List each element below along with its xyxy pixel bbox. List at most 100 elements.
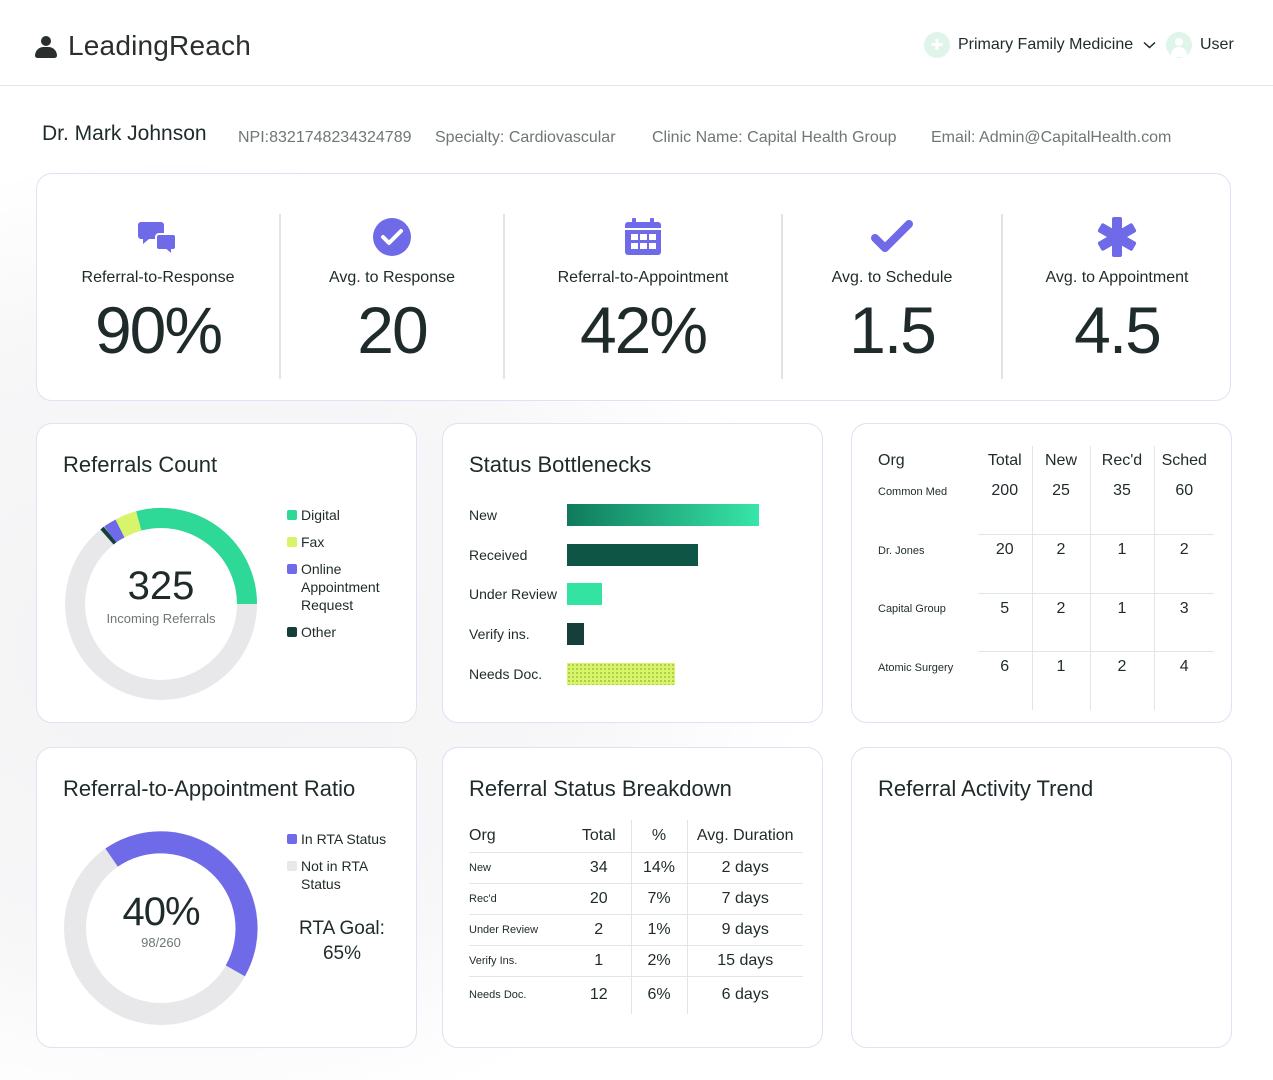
kpi-referral-to-response: Referral-to-Response 90% <box>37 174 279 402</box>
rta-fraction: 98/260 <box>141 935 181 950</box>
card-title: Referral Activity Trend <box>878 776 1094 801</box>
kpi-card: Referral-to-Response 90% Avg. to Respons… <box>36 173 1231 401</box>
rta-goal: RTA Goal: 65% <box>299 918 385 964</box>
specialty: Specialty: Cardiovascular <box>435 129 616 146</box>
legend-item-online-appointment[interactable]: Online Appointment Request <box>287 560 397 614</box>
table-row[interactable]: Atomic Surgery 6 1 2 4 <box>878 651 1214 710</box>
medical-star-icon <box>1096 216 1138 258</box>
email: Email: Admin@CapitalHealth.com <box>931 129 1172 146</box>
check-circle-icon <box>371 216 413 258</box>
card-title: Referrals Count <box>63 452 218 477</box>
clinic-selector-label: Primary Family Medicine <box>958 36 1134 53</box>
kpi-value: 4.5 <box>1074 293 1162 367</box>
table-row[interactable]: New 34 14% 2 days <box>469 852 803 884</box>
table-row[interactable]: Rec'd 20 7% 7 days <box>469 883 803 915</box>
donut-segment-digital <box>136 507 257 605</box>
column-header-new[interactable]: New <box>1032 446 1091 476</box>
legend-item-in-rta[interactable]: In RTA Status <box>287 830 397 848</box>
column-header-percent[interactable]: % <box>631 820 688 853</box>
table-row[interactable]: Needs Doc. 12 6% 6 days <box>469 976 803 1014</box>
kpi-value: 90% <box>94 293 223 367</box>
donut-segment-fax <box>115 511 142 538</box>
status-breakdown-table: Org Total % Avg. Duration New 34 14% 2 d… <box>469 820 803 1014</box>
column-header-org[interactable]: Org <box>469 820 567 853</box>
kpi-label: Avg. to Response <box>328 269 455 286</box>
user-menu[interactable]: User <box>1166 32 1234 58</box>
clinic-name: Clinic Name: Capital Health Group <box>652 129 897 146</box>
npi-number: NPI:8321748234324789 <box>238 129 412 146</box>
org-summary-table: Org Total New Rec'd Sched Common Med 200… <box>878 446 1214 710</box>
donut-segment-in-rta <box>105 831 258 977</box>
table-row[interactable]: Under Review 2 1% 9 days <box>469 914 803 946</box>
kpi-value: 1.5 <box>849 293 937 367</box>
rta-legend: In RTA Status Not in RTA Status <box>287 830 397 902</box>
bar-verify-ins[interactable] <box>567 623 585 646</box>
referrals-legend: Digital Fax Online Appointment Request O… <box>287 506 397 650</box>
kpi-divider <box>781 214 783 379</box>
bar-under-review[interactable] <box>567 583 602 606</box>
column-header-total[interactable]: Total <box>567 820 632 853</box>
legend-item-digital[interactable]: Digital <box>287 506 397 524</box>
checkmark-icon <box>871 216 913 258</box>
bar-label: New <box>469 507 498 523</box>
legend-item-not-in-rta[interactable]: Not in RTA Status <box>287 857 397 893</box>
referrals-donut-chart <box>65 507 257 700</box>
medical-cross-icon: ✚ <box>924 32 950 58</box>
bar-needs-doc[interactable] <box>567 662 675 685</box>
referrals-caption: Incoming Referrals <box>106 611 216 626</box>
status-bottlenecks-card: Status Bottlenecks New Received Under Revi… <box>442 423 823 723</box>
kpi-avg-to-response: Avg. to Response 20 <box>280 174 504 402</box>
card-title: Status Bottlenecks <box>469 452 652 477</box>
bar-label: Needs Doc. <box>469 665 543 682</box>
column-header-avg-duration[interactable]: Avg. Duration <box>687 820 803 853</box>
kpi-label: Avg. to Schedule <box>831 269 953 286</box>
rta-donut-chart <box>64 831 258 1025</box>
org-summary-card: Org Total New Rec'd Sched Common Med 200… <box>851 423 1232 723</box>
card-title: Referral-to-Appointment Ratio <box>63 776 356 801</box>
bar-label: Under Review <box>469 586 557 603</box>
column-header-total[interactable]: Total <box>978 446 1033 476</box>
kpi-referral-to-appointment: Referral-to-Appointment 42% <box>504 174 782 402</box>
kpi-avg-to-appointment: Avg. to Appointment 4.5 <box>1002 174 1232 402</box>
donut-segment-online <box>104 519 125 543</box>
card-title: Referral Status Breakdown <box>469 776 732 801</box>
rta-ratio-card: Referral-to-Appointment Ratio 40% 98/260… <box>36 747 417 1048</box>
kpi-avg-to-schedule: Avg. to Schedule 1.5 <box>782 174 1002 402</box>
activity-trend-card: Referral Activity Trend <box>851 747 1232 1048</box>
rta-percent: 40% <box>122 890 200 934</box>
kpi-label: Referral-to-Appointment <box>557 269 729 286</box>
table-row[interactable]: Capital Group 5 2 1 3 <box>878 593 1214 652</box>
doctor-name: Dr. Mark Johnson <box>42 122 207 145</box>
user-label: User <box>1200 36 1234 53</box>
kpi-value: 20 <box>357 293 428 367</box>
chevron-down-icon <box>1143 38 1156 52</box>
status-breakdown-card: Referral Status Breakdown Org Total % Av… <box>442 747 823 1048</box>
bar-label: Received <box>469 546 528 563</box>
calendar-icon <box>622 216 664 258</box>
user-avatar-icon <box>1166 32 1192 58</box>
bar-new[interactable] <box>567 504 759 526</box>
column-header-sched[interactable]: Sched <box>1161 452 1207 469</box>
table-row[interactable]: Common Med 200 25 35 60 <box>878 476 1214 535</box>
kpi-divider <box>503 214 505 379</box>
table-row[interactable]: Verify Ins. 1 2% 15 days <box>469 945 803 977</box>
kpi-label: Referral-to-Response <box>81 269 235 286</box>
brand-logo[interactable]: LeadingReach <box>34 30 251 62</box>
kpi-label: Avg. to Appointment <box>1045 269 1189 286</box>
bar-received[interactable] <box>567 543 698 566</box>
kpi-value: 42% <box>579 293 708 367</box>
bar-label: Verify ins. <box>469 626 530 643</box>
top-header: LeadingReach ✚ Primary Family Medicine U… <box>0 0 1273 86</box>
referrals-count-card: Referrals Count 325 Incoming Referrals D… <box>36 423 417 723</box>
column-header-org[interactable]: Org <box>878 452 905 469</box>
person-logo-icon <box>34 33 58 59</box>
kpi-divider <box>1001 214 1003 379</box>
brand-name: LeadingReach <box>68 30 251 61</box>
clinic-selector[interactable]: ✚ Primary Family Medicine <box>924 32 1156 58</box>
chat-bubbles-icon <box>137 216 179 258</box>
donut-segment-other <box>100 526 117 545</box>
legend-item-other[interactable]: Other <box>287 623 397 641</box>
table-row[interactable]: Dr. Jones 20 2 1 2 <box>878 534 1214 594</box>
legend-item-fax[interactable]: Fax <box>287 533 397 551</box>
column-header-recd[interactable]: Rec'd <box>1090 446 1155 476</box>
